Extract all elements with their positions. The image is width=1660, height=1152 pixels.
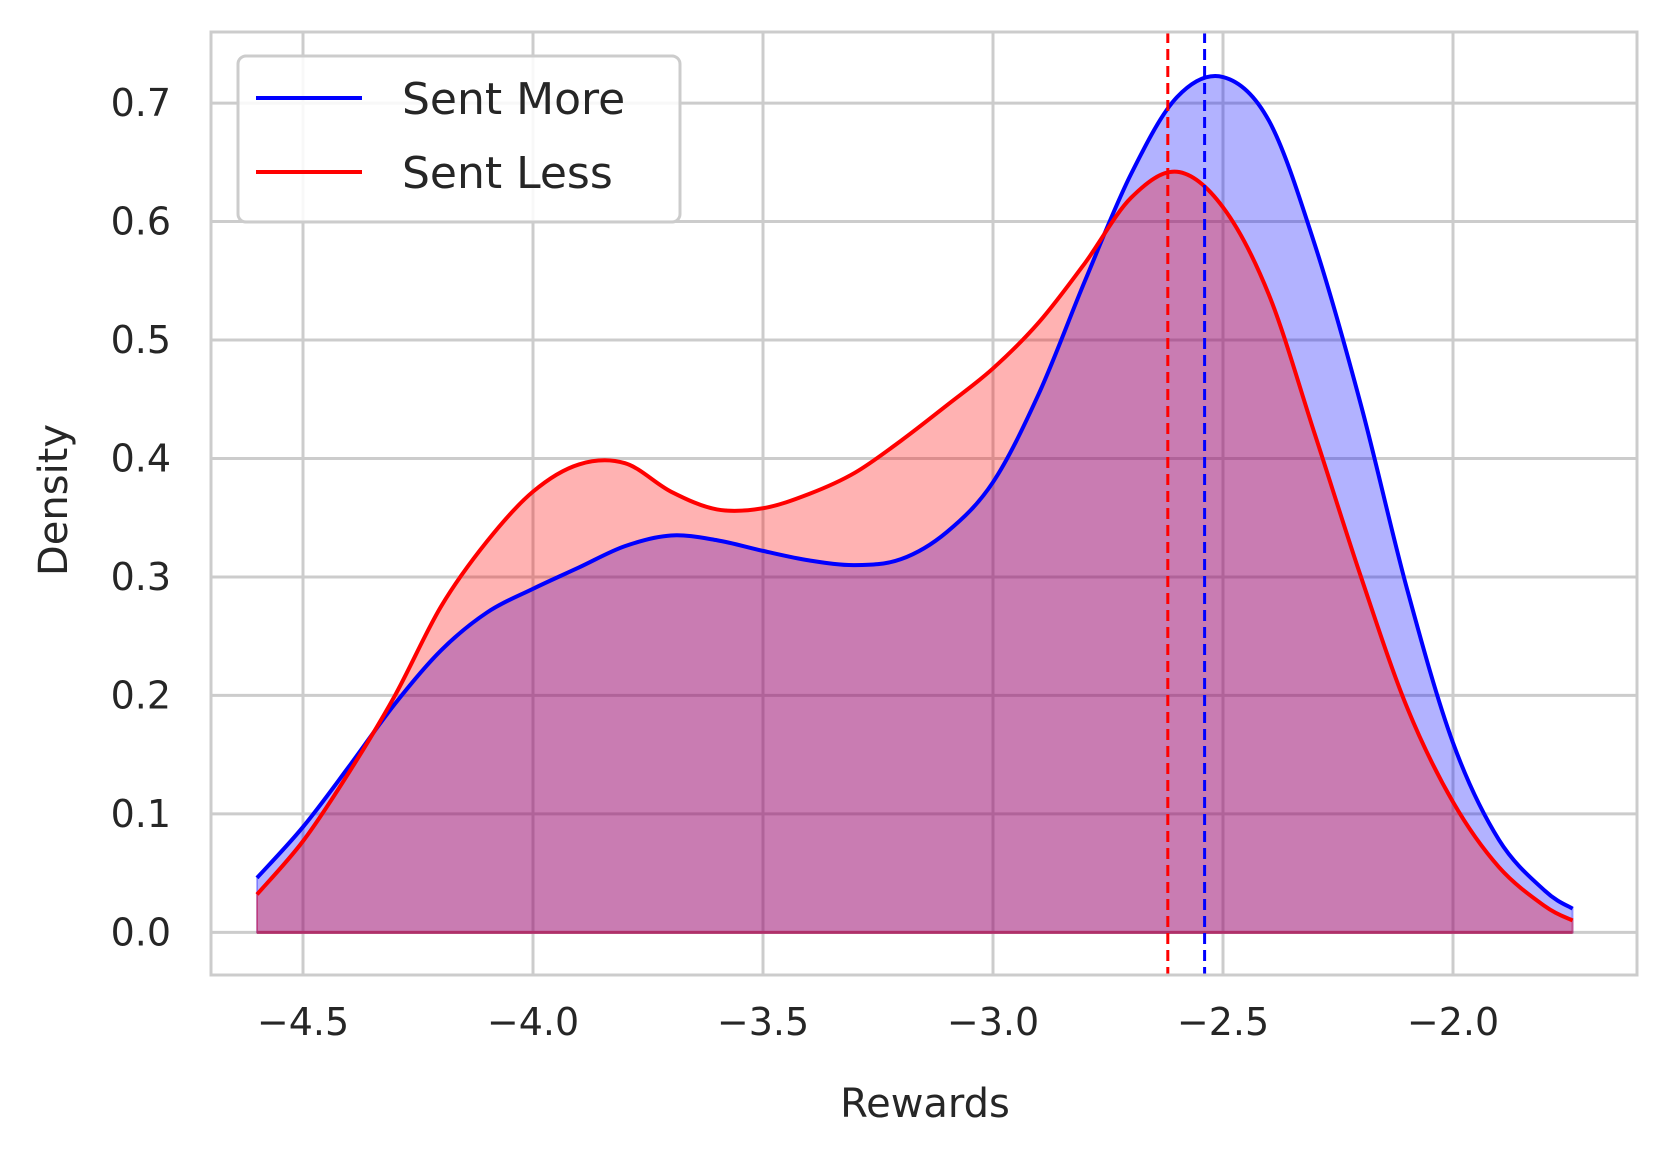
y-tick-label: 0.5	[111, 318, 171, 362]
x-ticks: −4.5 −4.0 −3.5 −3.0 −2.5 −2.0	[257, 1000, 1499, 1044]
curve-sent-more	[255, 74, 1574, 911]
x-tick-label: −2.5	[1177, 1000, 1269, 1044]
x-tick-label: −2.0	[1407, 1000, 1499, 1044]
x-tick-label: −3.5	[717, 1000, 809, 1044]
y-ticks: 0.0 0.1 0.2 0.3 0.4 0.5 0.6 0.7	[111, 81, 171, 954]
x-axis-label: Rewards	[840, 1081, 1010, 1127]
legend-label-sent-more: Sent More	[402, 74, 625, 125]
y-tick-label: 0.3	[111, 555, 171, 599]
y-tick-label: 0.4	[111, 436, 171, 480]
x-tick-label: −4.0	[487, 1000, 579, 1044]
y-tick-label: 0.6	[111, 200, 171, 244]
grid	[211, 32, 1637, 975]
plot-frame	[209, 30, 1639, 977]
mean-lines	[1166, 32, 1207, 975]
x-tick-label: −3.0	[947, 1000, 1039, 1044]
legend: Sent More Sent Less	[236, 54, 682, 224]
y-axis-label: Density	[31, 424, 77, 576]
y-tick-label: 0.2	[111, 673, 171, 717]
curve-sent-less	[255, 169, 1574, 923]
y-tick-label: 0.0	[111, 910, 171, 954]
legend-label-sent-less: Sent Less	[402, 148, 613, 199]
x-tick-label: −4.5	[257, 1000, 349, 1044]
y-tick-label: 0.1	[111, 792, 171, 836]
curves	[255, 74, 1574, 923]
y-tick-label: 0.7	[111, 81, 171, 125]
